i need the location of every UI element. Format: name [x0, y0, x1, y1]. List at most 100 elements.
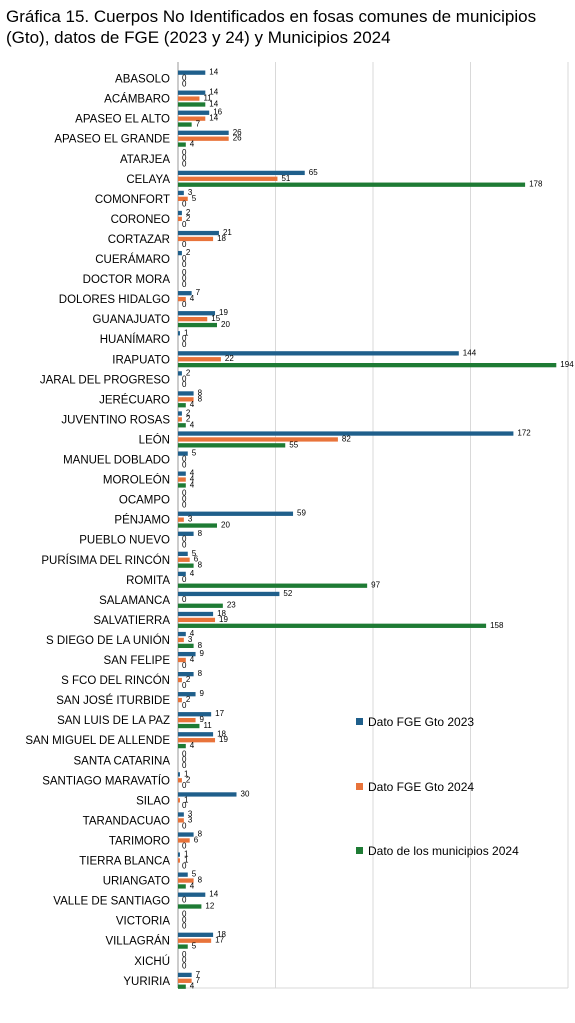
- category-label: CUERÁMARO: [95, 253, 170, 266]
- bar-2: [178, 196, 188, 201]
- category-label: COMONFORT: [95, 194, 170, 206]
- bar-2: [178, 437, 338, 442]
- bar-2: [178, 978, 192, 983]
- data-label: 0: [182, 962, 187, 971]
- bar-1: [178, 812, 184, 817]
- data-label: 0: [182, 595, 187, 604]
- bar-1: [178, 852, 180, 857]
- data-label: 26: [233, 134, 242, 143]
- bar-1: [178, 210, 182, 216]
- data-label: 0: [182, 681, 187, 690]
- data-label: 19: [219, 615, 228, 624]
- bar-2: [178, 818, 184, 823]
- data-label: 6: [194, 835, 199, 844]
- data-label: 144: [463, 348, 477, 357]
- bar-1: [178, 431, 514, 436]
- data-label: 8: [198, 830, 203, 839]
- category-label: SALVATIERRA: [93, 615, 170, 627]
- bar-1: [178, 411, 182, 416]
- data-label: 3: [188, 815, 193, 824]
- bar-3: [178, 643, 194, 648]
- data-label: 4: [190, 400, 195, 409]
- category-label: XICHÚ: [134, 955, 170, 968]
- data-label: 0: [182, 841, 187, 850]
- category-label: SAN JOSÉ ITURBIDE: [56, 694, 170, 707]
- data-label: 0: [182, 274, 187, 283]
- data-label: 4: [190, 629, 195, 638]
- data-label: 0: [182, 950, 187, 959]
- bar-2: [178, 317, 208, 322]
- bar-2: [178, 477, 186, 482]
- data-label: 4: [190, 569, 195, 578]
- data-label: 20: [221, 320, 230, 329]
- bar-1: [178, 311, 216, 316]
- bar-3: [178, 122, 192, 127]
- bar-1: [178, 672, 194, 677]
- data-label: 0: [182, 280, 187, 289]
- bar-3: [178, 603, 223, 608]
- category-label: JARAL DEL PROGRESO: [40, 374, 170, 386]
- data-label: 82: [342, 434, 351, 443]
- category-label: HUANÍMARO: [100, 333, 170, 346]
- data-label: 16: [213, 108, 222, 117]
- bar-2: [178, 417, 182, 422]
- category-label: DOLORES HIDALGO: [59, 294, 170, 306]
- data-label: 2: [186, 248, 191, 257]
- category-label: CELAYA: [126, 174, 170, 186]
- data-label: 4: [190, 469, 195, 478]
- bar-2: [178, 718, 196, 723]
- data-label: 19: [219, 308, 228, 317]
- category-label: OCAMPO: [119, 495, 170, 507]
- bar-3: [178, 423, 186, 428]
- data-label: 17: [215, 709, 224, 718]
- bar-3: [178, 984, 186, 989]
- data-label: 4: [190, 480, 195, 489]
- data-label: 7: [196, 120, 201, 129]
- bar-1: [178, 872, 188, 877]
- bar-2: [178, 637, 184, 643]
- data-label: 0: [182, 79, 187, 88]
- category-label: VILLAGRÁN: [105, 935, 170, 948]
- data-label: 0: [182, 460, 187, 469]
- category-label: SILAO: [136, 795, 170, 807]
- bar-2: [178, 657, 186, 663]
- data-label: 5: [192, 870, 197, 879]
- category-label: S DIEGO DE LA UNIÓN: [46, 634, 170, 647]
- bar-2: [178, 136, 229, 141]
- data-label: 52: [283, 589, 292, 598]
- bar-1: [178, 391, 194, 396]
- category-label: PÉNJAMO: [114, 514, 170, 527]
- data-label: 0: [182, 74, 187, 83]
- bar-2: [178, 798, 180, 803]
- category-label: SANTIAGO MARAVATÍO: [42, 774, 170, 787]
- bar-1: [178, 170, 305, 176]
- bar-1: [178, 972, 192, 978]
- bar-3: [178, 523, 217, 528]
- bar-2: [178, 617, 216, 623]
- category-label: TARANDACUAO: [83, 815, 170, 827]
- data-label: 0: [182, 896, 187, 905]
- data-label: 8: [198, 388, 203, 397]
- category-label: SANTA CATARINA: [74, 755, 171, 767]
- bar-1: [178, 712, 212, 717]
- category-label: ACÁMBARO: [104, 93, 170, 106]
- bar-3: [178, 884, 186, 889]
- data-label: 0: [182, 535, 187, 544]
- data-label: 9: [200, 715, 205, 724]
- bar-1: [178, 792, 237, 797]
- bar-3: [178, 583, 368, 588]
- data-label: 2: [186, 368, 191, 377]
- category-label: ROMITA: [126, 575, 170, 587]
- data-label: 5: [192, 194, 197, 203]
- data-label: 0: [182, 755, 187, 764]
- data-label: 0: [182, 160, 187, 169]
- bar-1: [178, 692, 196, 697]
- data-label: 14: [209, 114, 218, 123]
- data-label: 0: [182, 781, 187, 790]
- data-label: 0: [182, 454, 187, 463]
- bar-3: [178, 483, 186, 488]
- data-label: 1: [184, 769, 189, 778]
- data-label: 18: [217, 234, 226, 243]
- data-label: 2: [186, 214, 191, 223]
- data-label: 178: [529, 180, 543, 189]
